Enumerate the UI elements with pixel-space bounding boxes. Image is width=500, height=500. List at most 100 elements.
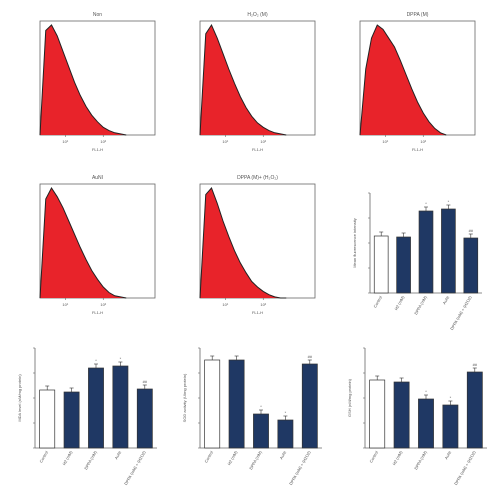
x-axis-label: FL1-H bbox=[252, 310, 263, 315]
bar bbox=[463, 237, 479, 294]
x-tick-label: 10² bbox=[420, 139, 426, 144]
category-label: DPPA (mM) + (H2O2) bbox=[123, 449, 147, 485]
histogram-fill bbox=[200, 25, 287, 135]
histogram-chart-3: DPPA (M) 10¹ 10² FL1-H bbox=[359, 12, 476, 152]
bar bbox=[88, 367, 104, 449]
y-axis-label: MDA level (nM/mg protein) bbox=[17, 374, 22, 422]
bar-chart-4: GSH (nM/mg protein) Control H2 (mM) * DPPA (… bbox=[347, 347, 487, 486]
bar-chart-3: SOD activity (U/mg protein) Control H2 (mM… bbox=[182, 347, 322, 486]
category-label: DPPA (mM) + (H2O2) bbox=[449, 294, 473, 330]
histogram-outline bbox=[39, 187, 127, 299]
bar bbox=[442, 404, 459, 449]
x-tick-label: 10² bbox=[260, 139, 266, 144]
x-axis-label: FL1-H bbox=[92, 310, 103, 315]
histogram-chart-4: AuNI 10¹ 10² FL1-H bbox=[39, 175, 156, 315]
category-label: DPPA (mM) + (H2O2) bbox=[453, 449, 477, 485]
x-tick-label: 10¹ bbox=[382, 139, 388, 144]
bar bbox=[466, 371, 483, 449]
bar bbox=[373, 235, 389, 294]
bar bbox=[369, 379, 386, 449]
significance-mark: * bbox=[425, 201, 427, 206]
histogram-outline bbox=[199, 187, 287, 299]
histogram-chart-5: DPPA (M)+ (H₂O₂) 10¹ 10² FL1-H bbox=[199, 175, 316, 315]
bar bbox=[39, 389, 56, 449]
x-axis-label: FL1-H bbox=[412, 147, 423, 152]
significance-mark: * bbox=[448, 199, 450, 204]
category-label: DPPA (mM) bbox=[83, 449, 98, 470]
category-label: H2 (mM) bbox=[393, 294, 405, 311]
x-axis-label: FL1-H bbox=[252, 147, 263, 152]
significance-mark: * bbox=[450, 395, 452, 400]
category-label: Control bbox=[38, 450, 49, 464]
y-axis-label: SOD activity (U/mg protein) bbox=[182, 373, 187, 422]
category-label: AuNI bbox=[441, 295, 450, 305]
x-axis-label: FL1-H bbox=[92, 147, 103, 152]
y-axis-label: Mean fluorescence intensity bbox=[352, 218, 357, 268]
significance-mark: * bbox=[425, 389, 427, 394]
histogram-title: Non bbox=[93, 12, 102, 18]
bar bbox=[136, 388, 153, 449]
x-tick-label: 10¹ bbox=[222, 139, 228, 144]
significance-mark: ## bbox=[308, 354, 313, 359]
bar-chart-2: MDA level (nM/mg protein) Control H2 (mM) *… bbox=[17, 347, 157, 486]
x-tick-label: 10¹ bbox=[62, 302, 68, 307]
bar bbox=[204, 359, 221, 449]
bar bbox=[63, 391, 80, 449]
bar-panel-1: Mean fluorescence intensity Control H2 (mM… bbox=[340, 185, 490, 335]
x-tick-label: 10² bbox=[100, 302, 106, 307]
category-label: H2 (mM) bbox=[391, 449, 403, 466]
histogram-panel-1: Non 10¹ 10² FL1-H bbox=[20, 5, 160, 160]
category-label: AuNI bbox=[113, 450, 122, 460]
histogram-fill bbox=[200, 188, 287, 298]
significance-mark: * bbox=[120, 356, 122, 361]
category-label: DPPA (mM) bbox=[413, 449, 428, 470]
x-tick-label: 10² bbox=[260, 302, 266, 307]
bar-panel-4: GSH (nM/mg protein) Control H2 (mM) * DPPA (… bbox=[335, 340, 495, 490]
bar bbox=[301, 363, 318, 449]
histogram-title: H₂O₂ (M) bbox=[247, 12, 268, 18]
histogram-fill bbox=[40, 188, 127, 298]
histogram-title: DPPA (M) bbox=[407, 12, 429, 18]
histogram-panel-2: H₂O₂ (M) 10¹ 10² FL1-H bbox=[180, 5, 320, 160]
histogram-outline bbox=[199, 23, 287, 136]
significance-mark: ## bbox=[143, 379, 148, 384]
category-label: DPPA (mM) bbox=[413, 294, 428, 315]
histogram-panel-4: AuNI 10¹ 10² FL1-H bbox=[20, 168, 160, 323]
category-label: Control bbox=[368, 450, 379, 464]
y-axis-label: GSH (nM/mg protein) bbox=[347, 378, 352, 417]
category-label: DPPA (mM) + (H2O2) bbox=[288, 449, 312, 485]
bar-panel-2: MDA level (nM/mg protein) Control H2 (mM) *… bbox=[5, 340, 165, 490]
significance-mark: * bbox=[95, 358, 97, 363]
bar bbox=[393, 381, 410, 449]
x-tick-label: 10² bbox=[100, 139, 106, 144]
bar-panel-3: SOD activity (U/mg protein) Control H2 (mM… bbox=[170, 340, 330, 490]
histogram-chart-2: H₂O₂ (M) 10¹ 10² FL1-H bbox=[199, 12, 316, 152]
category-label: DPPA (mM) bbox=[248, 449, 263, 470]
bar bbox=[277, 419, 294, 449]
bar bbox=[112, 365, 129, 449]
category-label: Control bbox=[203, 450, 214, 464]
bar bbox=[441, 208, 456, 294]
significance-mark: * bbox=[285, 410, 287, 415]
histogram-panel-5: DPPA (M)+ (H₂O₂) 10¹ 10² FL1-H bbox=[180, 168, 320, 323]
x-tick-label: 10¹ bbox=[62, 139, 68, 144]
bar bbox=[396, 236, 411, 294]
category-label: H2 (mM) bbox=[61, 449, 73, 466]
category-label: Control bbox=[372, 295, 383, 309]
bar bbox=[418, 398, 434, 449]
histogram-outline bbox=[359, 24, 447, 136]
significance-mark: * bbox=[260, 404, 262, 409]
bar bbox=[253, 413, 269, 449]
category-label: AuNI bbox=[278, 450, 287, 460]
category-label: H2 (mM) bbox=[226, 449, 238, 466]
histogram-panel-3: DPPA (M) 10¹ 10² FL1-H bbox=[340, 5, 480, 160]
histogram-title: AuNI bbox=[92, 175, 103, 181]
bar bbox=[418, 210, 434, 294]
category-label: AuNI bbox=[443, 450, 452, 460]
histogram-fill bbox=[360, 25, 447, 135]
histogram-chart-1: Non 10¹ 10² FL1-H bbox=[39, 12, 156, 152]
histogram-fill bbox=[40, 25, 127, 135]
bar-chart-1: Mean fluorescence intensity Control H2 (mM… bbox=[352, 192, 482, 331]
x-tick-label: 10¹ bbox=[222, 302, 228, 307]
histogram-outline bbox=[39, 24, 127, 136]
